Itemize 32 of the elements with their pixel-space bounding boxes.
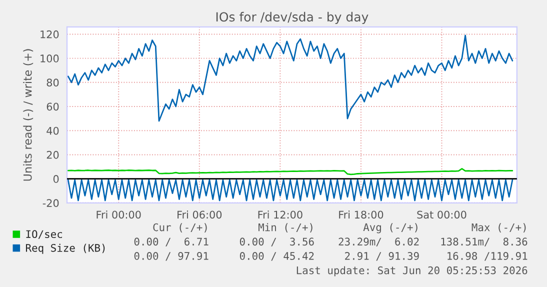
text: 0.00 / 6.71 [134,238,208,246]
x-tick-label: Fri 12:00 [258,210,302,219]
text: Avg (-/+) [363,223,418,234]
y-tick-label: 60 [46,102,59,111]
text: 23.29m/ 6.02 [338,238,419,246]
legend-label: IO/sec [26,230,62,239]
x-tick-label: Sat 00:00 [417,210,466,219]
text: Last update: Sat Jun 20 05:25:53 2026 [296,266,528,276]
y-tick-label: 40 [46,126,59,135]
x-tick-label: Fri 00:00 [96,210,141,219]
text: Cur (-/+) [153,223,207,232]
x-tick-label: Fri 06:00 [178,210,222,219]
text: 0.00 / 97.91 [134,252,208,261]
text: 16.98 /119.91 [448,252,528,261]
legend-label: Req Size (KB) [26,244,105,254]
text: 0.00 / 3.56 [240,238,314,246]
y-axis-title: Units read (-) / write (+) [23,49,34,181]
y-tick-label: -20 [42,199,59,208]
y-tick-label: 100 [40,54,59,62]
text: Min (-/+) [258,223,312,232]
y-tick-label: 0 [53,175,59,183]
text: 0.00 / 45.42 [240,252,314,261]
y-tick-label: 120 [40,30,59,38]
line-series [67,179,514,202]
text: 138.51m/ 8.36 [441,238,528,246]
chart-title: IOs for /dev/sda - by day [216,12,368,24]
y-tick-label: 80 [46,78,59,87]
line-series [67,34,514,122]
x-tick-label: Fri 18:00 [339,210,384,219]
text: 2.91 / 91.39 [345,252,419,261]
y-tick-label: 20 [46,150,59,159]
text: Max (-/+) [472,223,526,232]
